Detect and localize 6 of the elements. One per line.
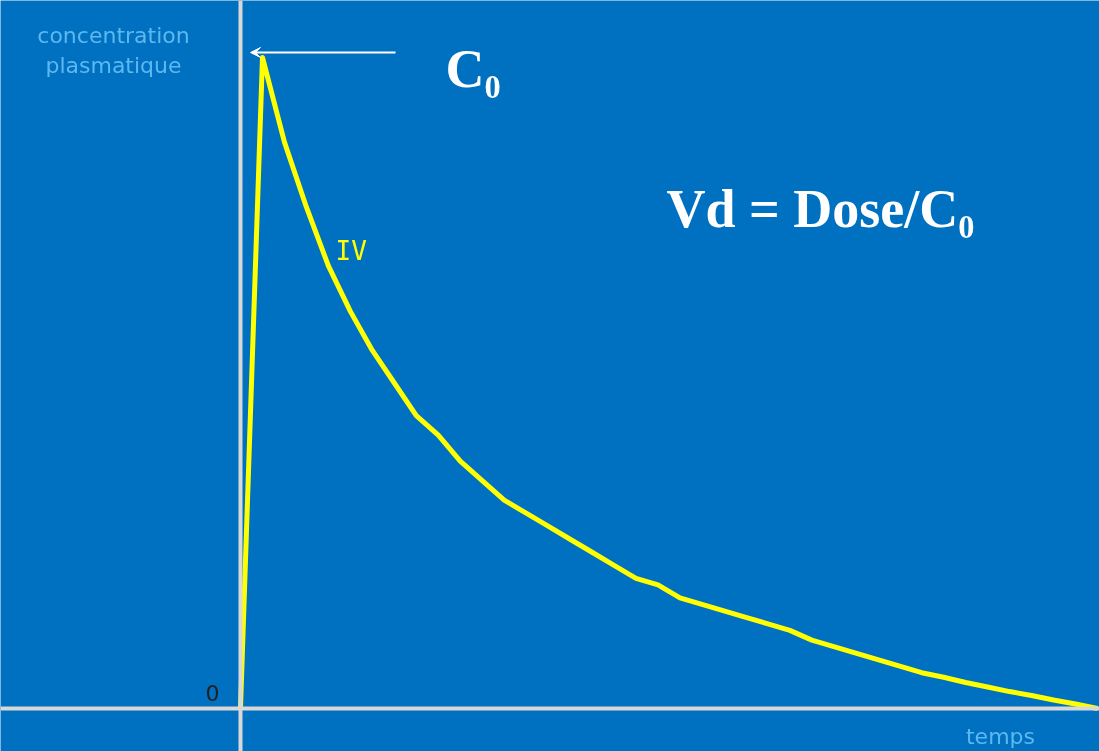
text: 0: [205, 680, 220, 706]
x-axis-title: temps: [965, 723, 1036, 749]
series-label: IV: [335, 235, 367, 266]
annotation: Vd = Dose/C₀: [666, 178, 975, 239]
annotation: C₀: [445, 38, 501, 99]
y-axis-title: concentration plasmatique: [37, 22, 190, 78]
